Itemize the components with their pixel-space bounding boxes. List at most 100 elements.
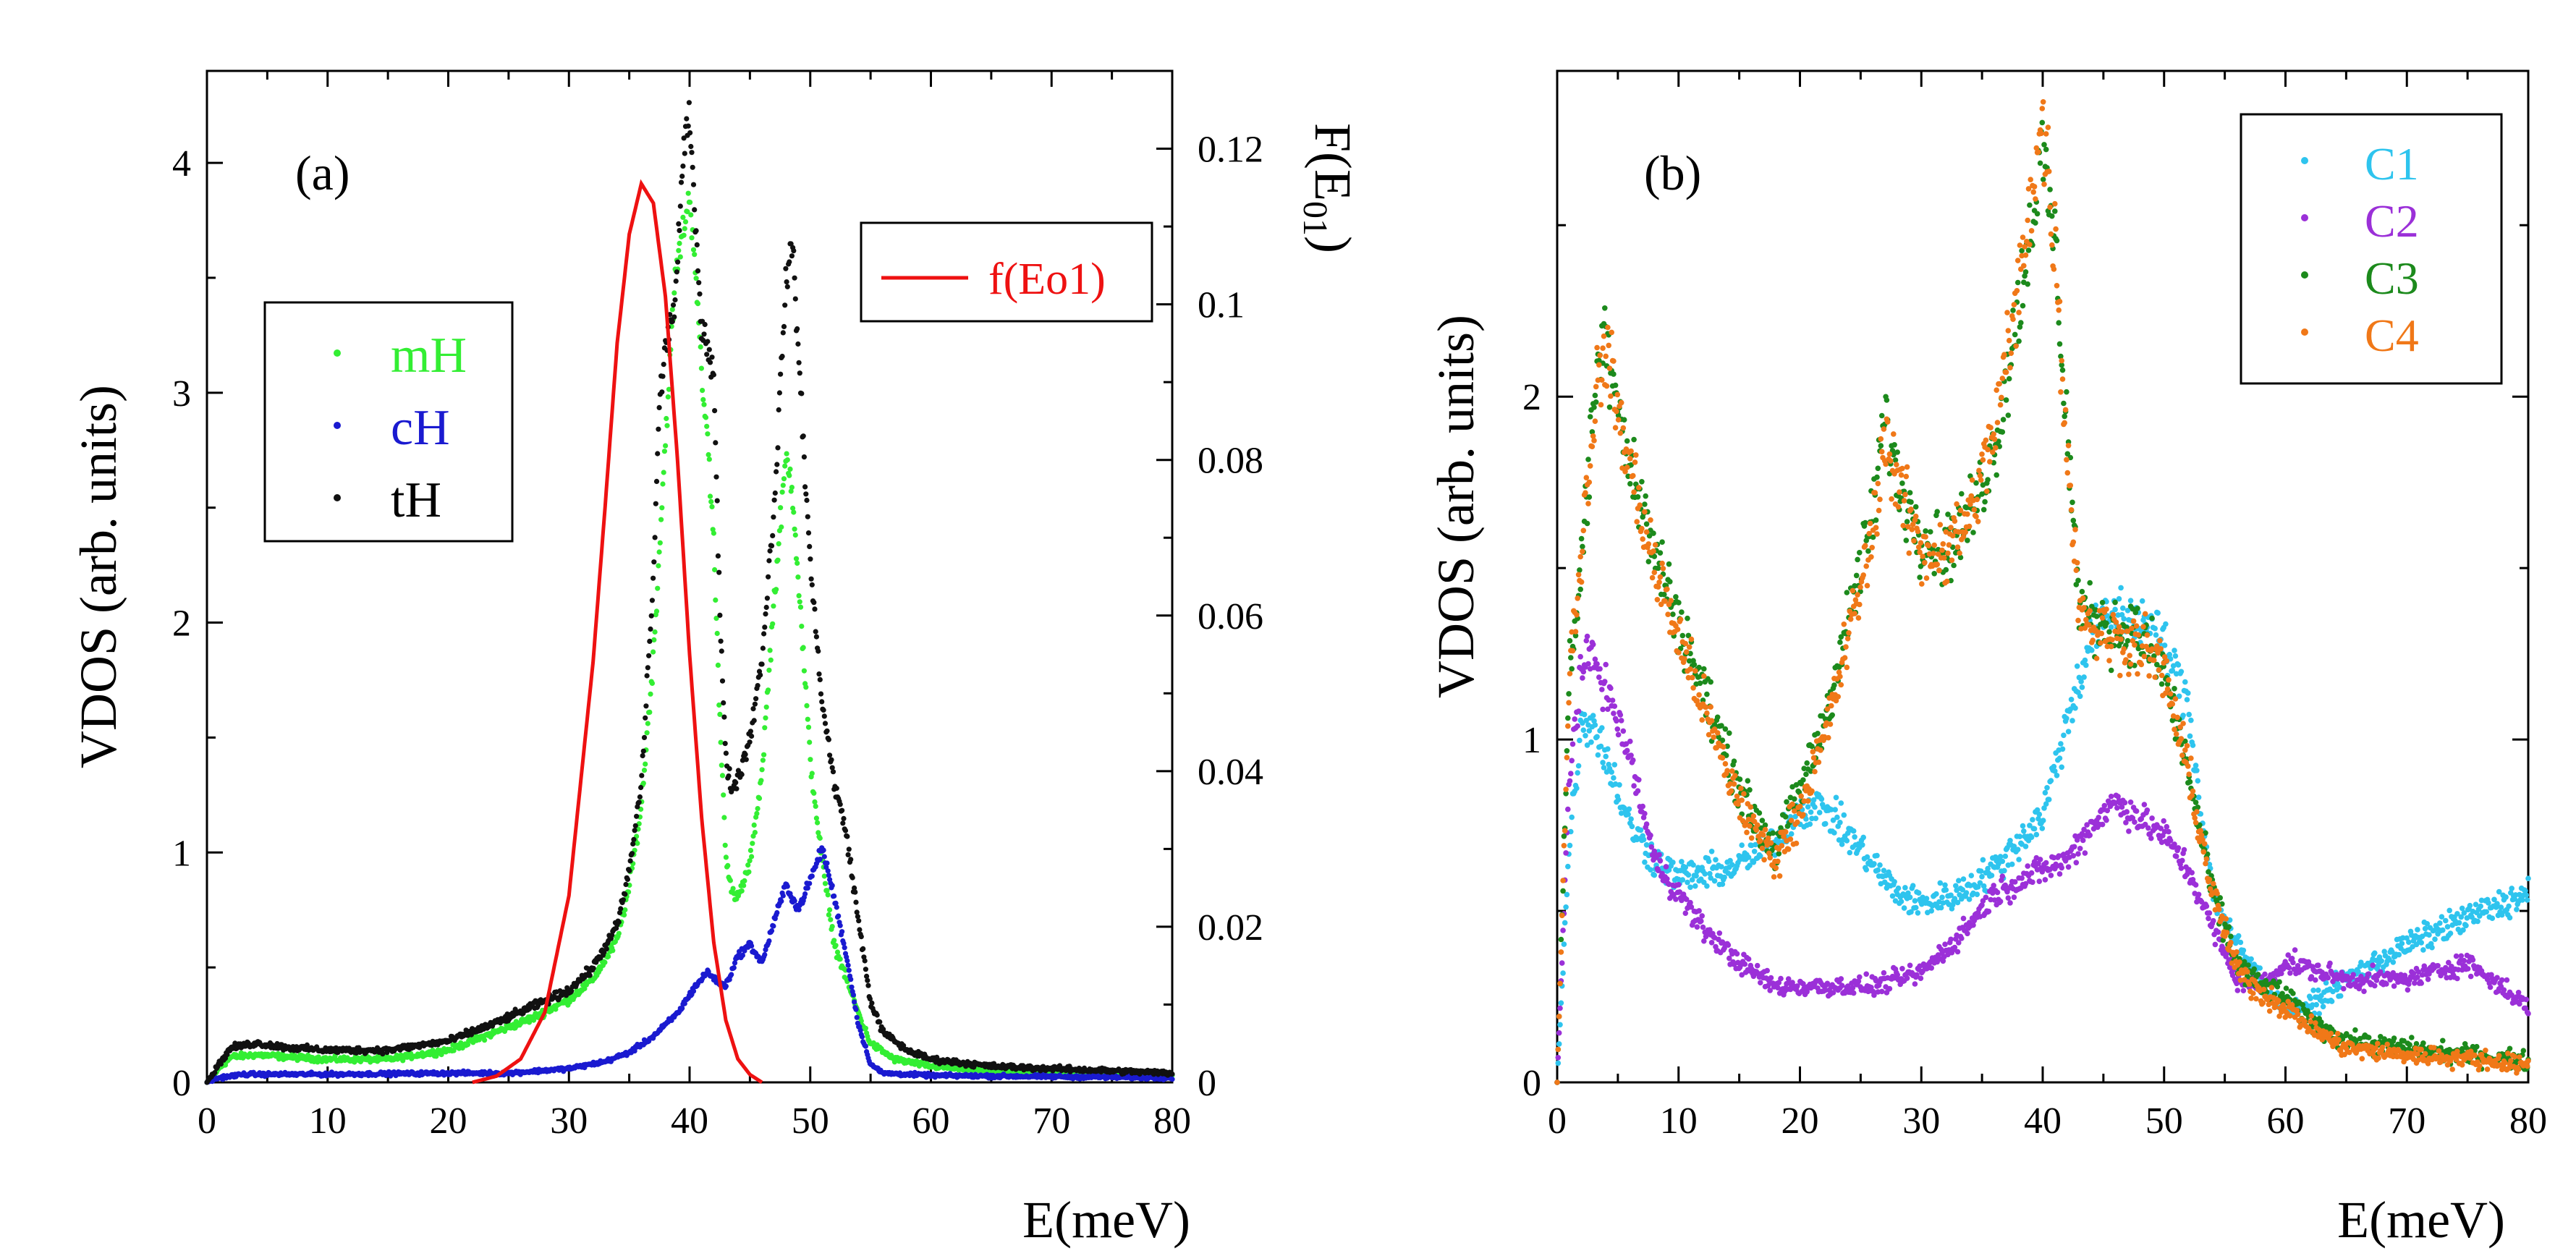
data-point xyxy=(1590,642,1596,648)
data-point xyxy=(863,1043,868,1049)
data-point xyxy=(2190,742,2196,748)
data-point xyxy=(758,672,763,678)
data-point xyxy=(774,469,779,475)
data-point xyxy=(1624,747,1630,754)
data-point xyxy=(745,862,751,868)
x-tick-label: 40 xyxy=(2024,1100,2062,1142)
data-point xyxy=(1637,827,1644,833)
data-point xyxy=(676,221,682,226)
data-point xyxy=(2432,936,2438,942)
data-point xyxy=(792,296,798,302)
data-point xyxy=(1169,1071,1175,1077)
data-point xyxy=(853,1006,859,1012)
data-point xyxy=(719,648,724,654)
data-point xyxy=(1682,910,1689,916)
data-point xyxy=(664,415,669,422)
data-point xyxy=(2070,853,2077,859)
data-point xyxy=(641,734,648,741)
data-point xyxy=(2048,778,2054,784)
data-point xyxy=(610,948,616,954)
data-point xyxy=(1963,890,1970,896)
data-point xyxy=(811,600,817,606)
y-tick-label: 0 xyxy=(172,1063,191,1104)
data-point xyxy=(1844,838,1850,844)
data-point xyxy=(1679,877,1686,883)
data-point xyxy=(690,164,695,170)
data-point xyxy=(2378,958,2384,964)
data-point xyxy=(816,671,822,677)
data-point xyxy=(651,559,657,565)
data-point xyxy=(716,569,722,575)
data-point xyxy=(1838,976,1844,982)
data-point xyxy=(797,604,804,610)
data-point xyxy=(1841,812,1847,818)
y2-axis-label-main: F(E xyxy=(1304,123,1362,201)
data-point xyxy=(2021,828,2027,834)
data-point xyxy=(656,426,661,432)
data-point xyxy=(705,431,711,437)
data-point xyxy=(2017,833,2023,839)
data-point xyxy=(640,752,645,759)
data-point xyxy=(1575,708,1582,714)
data-point xyxy=(661,362,666,368)
data-point xyxy=(1563,850,1569,856)
y-tick-label: 2 xyxy=(1522,377,1541,418)
data-point xyxy=(723,750,729,756)
data-point xyxy=(1994,889,2001,896)
data-point xyxy=(812,799,818,805)
data-point xyxy=(706,457,712,462)
data-point xyxy=(1831,830,1837,836)
data-point xyxy=(651,649,656,655)
data-point xyxy=(656,563,661,569)
data-point xyxy=(700,396,706,403)
data-point xyxy=(1592,722,1598,728)
data-point xyxy=(852,999,857,1005)
data-point xyxy=(821,847,826,853)
data-point xyxy=(2235,933,2242,939)
data-point xyxy=(824,860,830,866)
data-point xyxy=(622,907,628,913)
data-point xyxy=(1966,896,1973,902)
data-point xyxy=(791,509,797,515)
series-C1 xyxy=(1554,585,2531,1085)
data-point xyxy=(1899,966,1905,972)
data-point xyxy=(1577,737,1583,744)
data-point xyxy=(624,876,631,882)
data-point xyxy=(766,938,772,944)
data-point xyxy=(792,898,797,904)
data-point xyxy=(1698,918,1704,924)
y2-tick-label: 0.04 xyxy=(1198,752,1263,793)
data-point xyxy=(1706,858,1712,865)
data-point xyxy=(1614,726,1621,732)
data-point xyxy=(1968,873,1975,878)
data-point xyxy=(828,917,834,922)
data-point xyxy=(774,909,780,916)
data-point xyxy=(1939,894,1945,901)
data-point xyxy=(655,451,661,457)
data-point xyxy=(778,371,784,377)
data-point xyxy=(1609,697,1616,703)
data-point xyxy=(1565,806,1571,812)
data-point xyxy=(1850,828,1857,834)
data-point xyxy=(704,352,710,357)
data-point xyxy=(678,179,685,185)
data-point xyxy=(2065,729,2072,734)
data-point xyxy=(1628,816,1634,822)
data-point xyxy=(704,423,710,429)
data-point xyxy=(1928,908,1934,914)
data-point xyxy=(781,476,787,482)
data-point xyxy=(1999,873,2006,879)
data-point xyxy=(1805,804,1811,810)
data-point xyxy=(2473,901,2479,907)
data-point xyxy=(1942,882,1948,888)
data-point xyxy=(2068,697,2075,703)
data-point xyxy=(1602,679,1608,684)
data-point xyxy=(726,773,732,779)
x-tick-label: 30 xyxy=(1902,1100,1940,1142)
y-tick-label: 1 xyxy=(172,833,191,874)
y-tick-label: 1 xyxy=(1522,720,1541,761)
data-point xyxy=(846,846,852,852)
legend-marker xyxy=(334,349,341,357)
data-point xyxy=(749,943,755,949)
